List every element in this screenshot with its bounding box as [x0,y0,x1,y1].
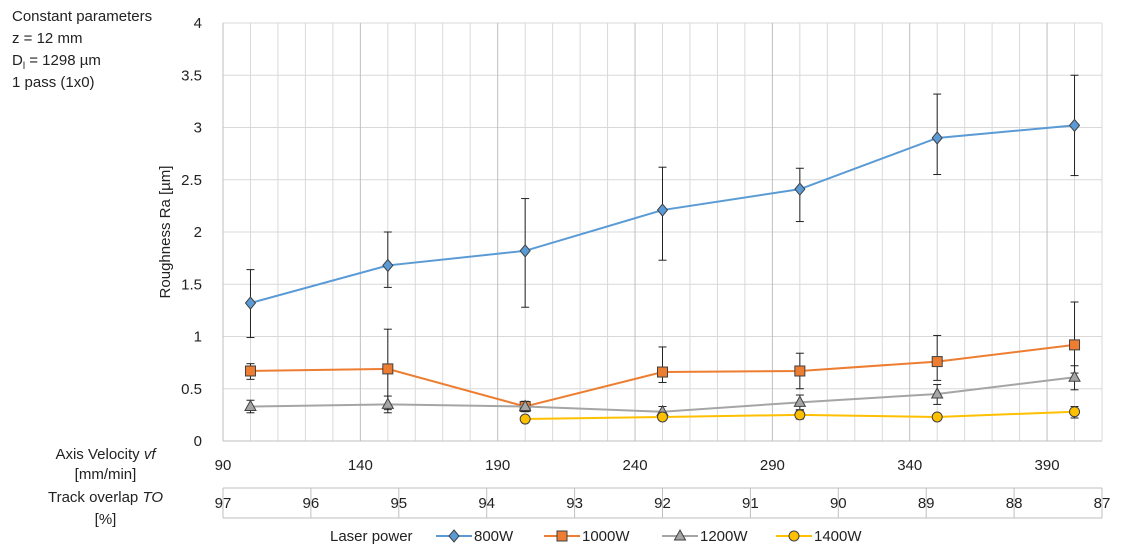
x2-tick-label: 94 [478,495,495,512]
param-z: z = 12 mm [12,30,83,47]
velocity-label-line2: [mm/min] [74,466,137,483]
x-tick-label: 390 [1035,457,1060,474]
x2-tick-label: 89 [918,495,935,512]
data-point [793,395,807,407]
overlap-label-line1: Track overlap TO [47,489,164,506]
legend-label: 1400W [814,528,862,545]
x2-tick-label: 96 [303,495,320,512]
data-point [519,413,531,425]
x2-tick-labels: 97 96 95 94 93 92 91 90 89 88 87 [215,495,1111,512]
data-point [657,366,668,378]
legend-title: Laser power [330,528,413,545]
param-dl: Dl = 1298 µm [12,52,101,72]
overlap-label-line2: [%] [94,511,117,528]
legend-label: 800W [474,528,514,545]
data-point [657,411,668,423]
data-point [518,399,532,412]
series-800W [244,74,1081,339]
series-1400W [519,406,1081,425]
data-point [1068,370,1081,382]
params-title: Constant parameters [12,8,153,25]
x2-tick-label: 92 [654,495,671,512]
legend-marker [788,530,800,542]
x2-tick-label: 88 [1006,495,1023,512]
x-tick-label: 290 [760,457,785,474]
data-point [519,244,531,258]
x2-tick-label: 95 [390,495,407,512]
param-dl-suffix: = 1298 µm [25,52,101,69]
data-point [1068,118,1081,133]
data-point [930,386,944,399]
legend-item-1000W: 1000W [544,528,630,545]
y-tick-label: 1 [194,329,202,346]
x2-tick-label: 87 [1094,495,1111,512]
data-point [244,296,257,310]
legend-item-800W: 800W [436,528,514,545]
velocity-label-line1: Axis Velocity vf [18,446,193,463]
data-point [382,258,394,273]
major-grid [222,22,1103,519]
series-layer [244,74,1081,425]
param-dl-sub: l [22,61,26,72]
y-axis-label: Roughness Ra [µm] [157,166,174,299]
x-tick-label: 340 [897,457,922,474]
velocity-label-text: Axis Velocity vf [55,446,156,463]
data-point [1069,406,1081,418]
y-tick-label: 0.5 [181,381,202,398]
x-tick-labels: 90 140 190 240 290 340 390 [215,457,1060,474]
legend-marker [448,529,460,543]
legend-label: 1000W [582,528,630,545]
legend-label: 1200W [700,528,748,545]
data-point [381,397,395,409]
x2-tick-label: 90 [830,495,847,512]
x-tick-label: 140 [348,457,373,474]
x2-tick-label: 91 [742,495,759,512]
y-tick-label: 1.5 [181,276,202,293]
data-point [794,409,806,421]
y-tick-labels: 0 0.5 1 1.5 2 2.5 3 3.5 4 [181,15,202,450]
x-tick-label: 240 [623,457,648,474]
y-tick-label: 0 [194,433,202,450]
param-pass: 1 pass (1x0) [12,74,95,91]
y-tick-label: 2 [194,224,202,241]
y-tick-label: 4 [194,15,202,32]
legend-marker [673,528,687,541]
legend-marker [556,530,568,542]
data-point [244,365,256,377]
data-point [1069,339,1081,351]
x-tick-label: 190 [485,457,510,474]
y-tick-label: 3.5 [181,67,202,84]
x-tick-label: 90 [215,457,232,474]
data-point [382,363,394,375]
data-point [931,131,943,145]
legend: Laser power 800W 1000W 1200W 1400W [330,528,862,545]
legend-item-1400W: 1400W [776,528,862,545]
data-point [244,399,257,412]
x2-tick-label: 97 [215,495,232,512]
data-point [656,203,669,217]
param-dl-prefix: D [12,52,23,69]
y-tick-label: 3 [194,120,202,137]
y-tick-label: 2.5 [181,172,202,189]
data-point [931,411,943,423]
x2-tick-label: 93 [566,495,583,512]
data-point [794,182,806,196]
data-point [794,365,806,377]
data-point [931,356,943,368]
legend-item-1200W: 1200W [662,528,748,545]
